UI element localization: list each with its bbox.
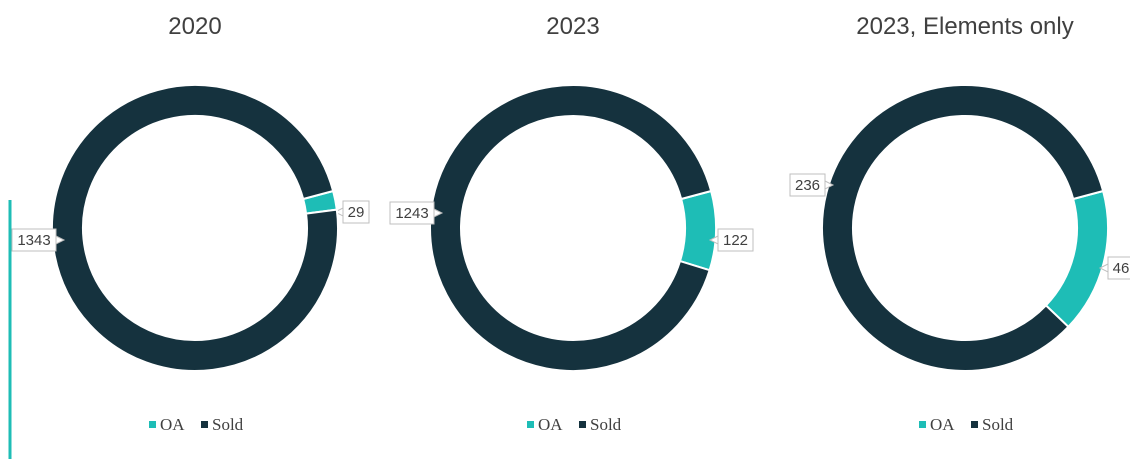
legend-swatch — [201, 421, 208, 428]
legend-label: OA — [538, 415, 563, 434]
label-box — [389, 201, 435, 225]
donut-segment — [678, 189, 717, 272]
data-label: 122 — [723, 232, 748, 249]
label-box — [789, 173, 826, 197]
legend-swatch — [149, 421, 156, 428]
data-label: 46 — [1113, 260, 1130, 277]
label-box — [1107, 256, 1130, 280]
label-box — [342, 200, 370, 224]
data-label: 1343 — [17, 232, 50, 249]
label-box — [717, 228, 754, 252]
data-label: 1243 — [395, 205, 428, 222]
label-box — [11, 228, 57, 252]
chart-title: 2023 — [546, 13, 599, 40]
legend-swatch — [919, 421, 926, 428]
legend-label: OA — [160, 415, 185, 434]
chart-title: 2023, Elements only — [856, 13, 1073, 40]
legend-label: Sold — [212, 415, 244, 434]
legend-label: OA — [930, 415, 955, 434]
legend-swatch — [527, 421, 534, 428]
chart-title: 2020 — [168, 13, 221, 40]
donut-segment — [51, 84, 339, 372]
donut-segment — [821, 83, 1105, 372]
data-label: 29 — [348, 204, 365, 221]
legend-label: Sold — [590, 415, 622, 434]
legend-label: Sold — [982, 415, 1014, 434]
legend-swatch — [971, 421, 978, 428]
legend-swatch — [579, 421, 586, 428]
donut-segment — [429, 84, 713, 372]
data-label: 236 — [795, 177, 820, 194]
